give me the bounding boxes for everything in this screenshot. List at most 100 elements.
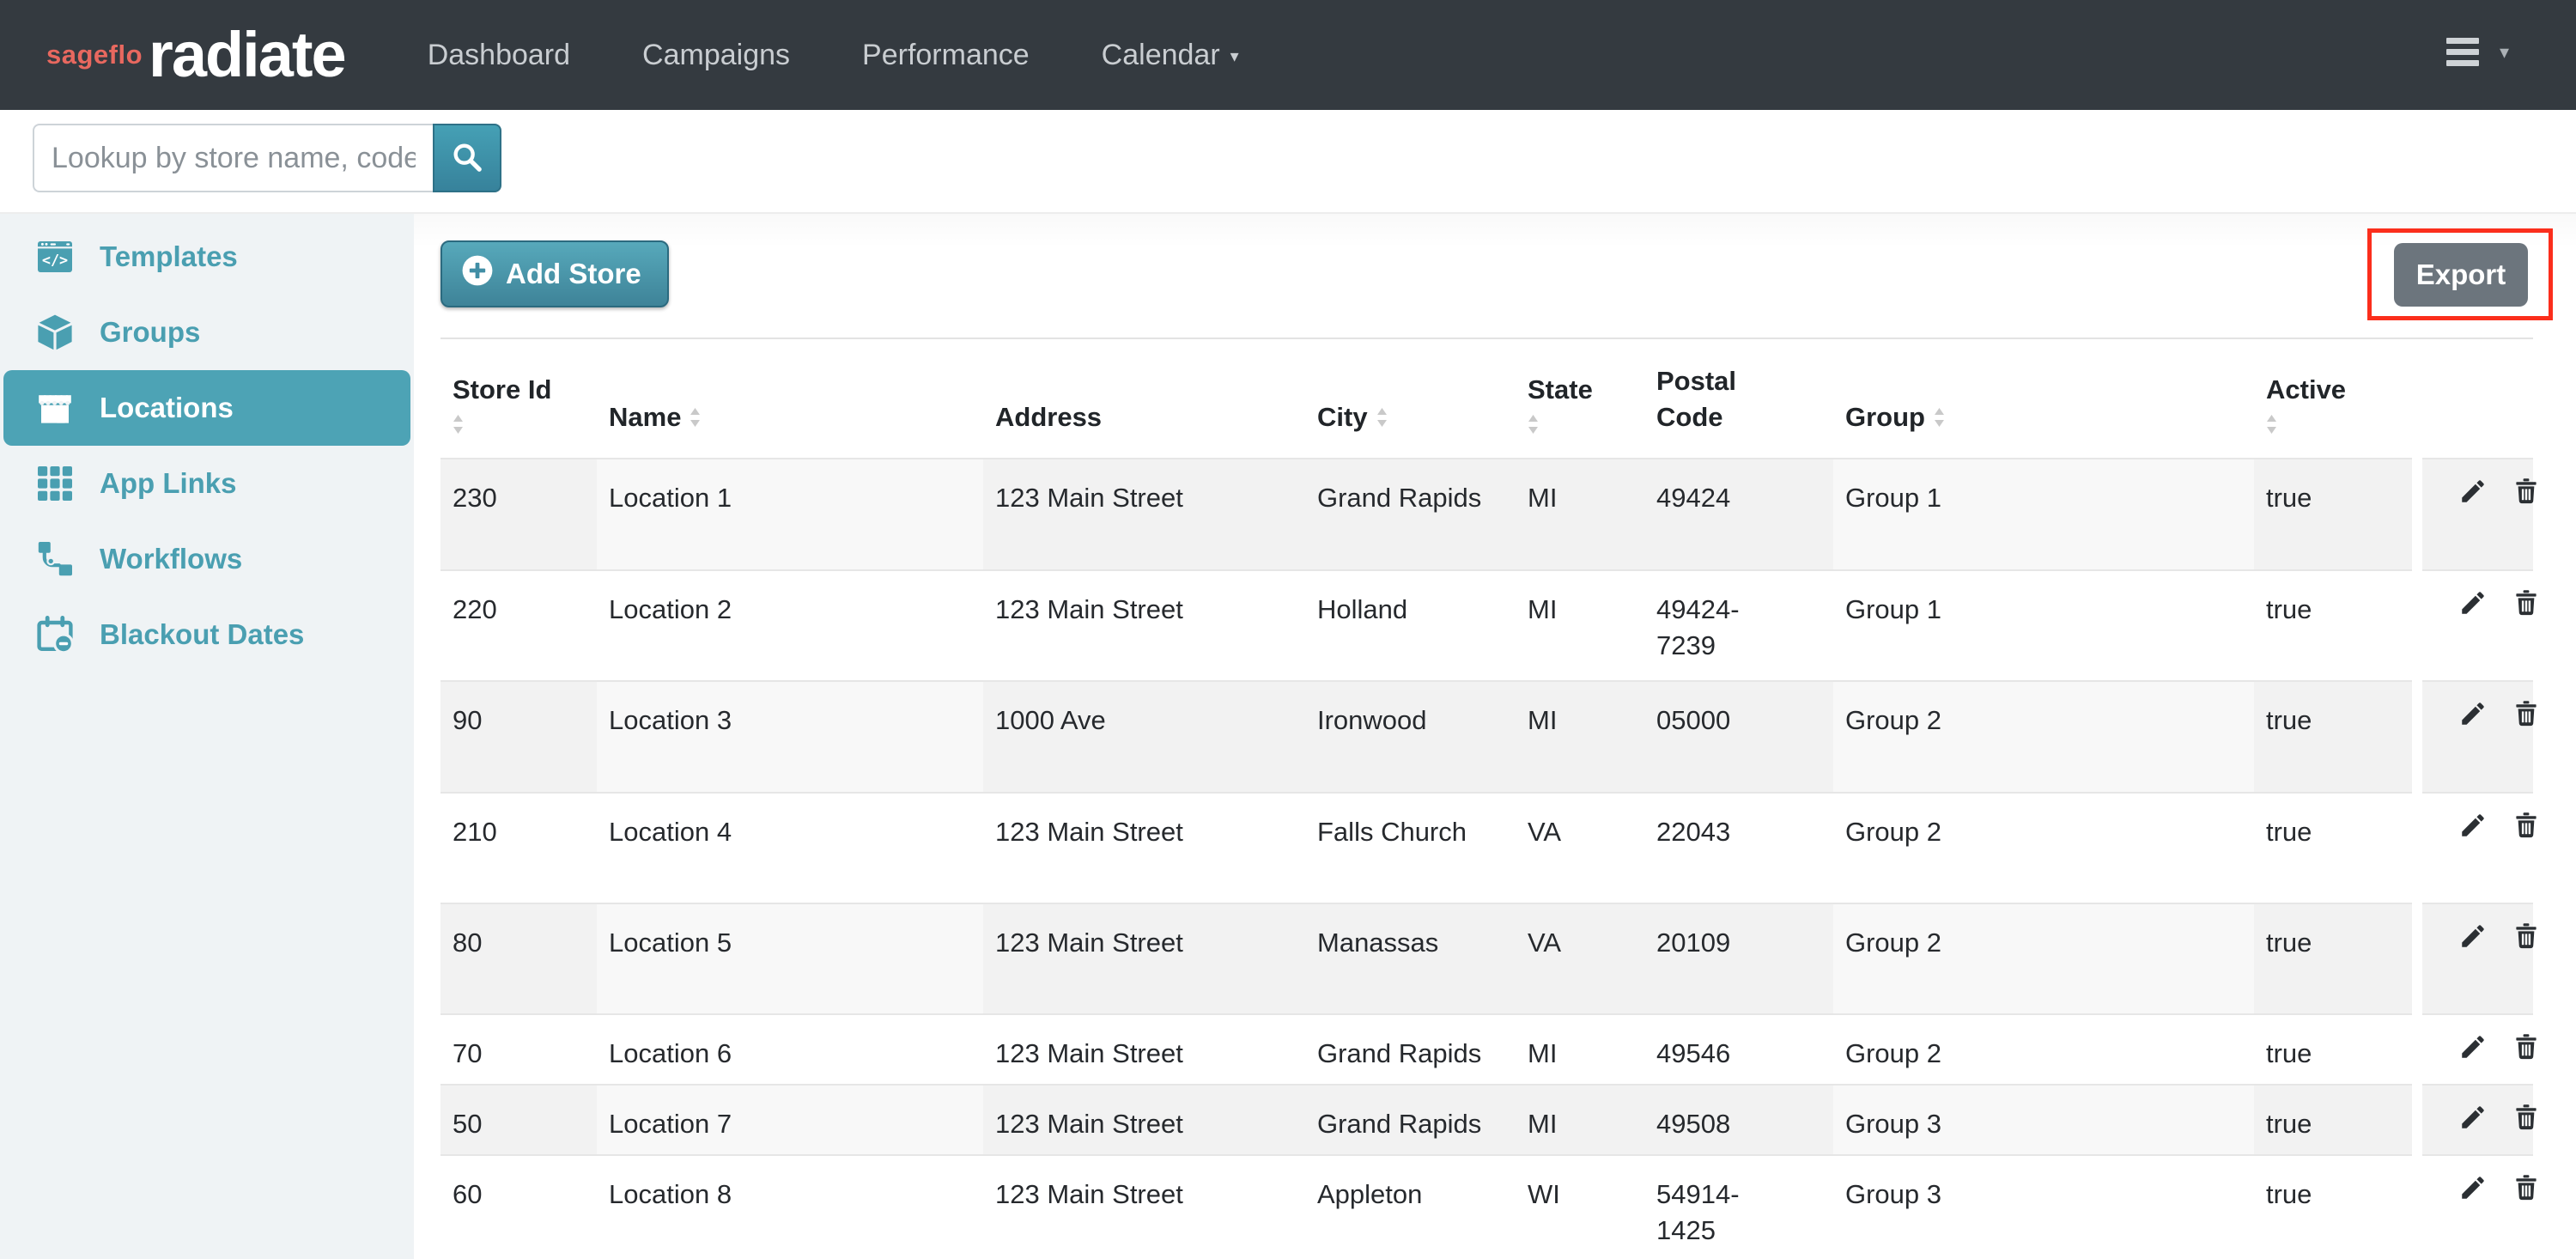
cell-active: true <box>2266 594 2312 624</box>
table-header-row: Store Id Name Address City State Postal Code G… <box>440 338 2533 459</box>
delete-button[interactable] <box>2512 1032 2541 1061</box>
nav-item-performance[interactable]: Performance <box>862 38 1030 71</box>
search-button[interactable] <box>433 124 501 192</box>
nav-item-calendar[interactable]: Calendar ▾ <box>1101 38 1239 71</box>
pencil-icon <box>2458 1103 2488 1132</box>
delete-button[interactable] <box>2512 1103 2541 1132</box>
cell-state: VA <box>1528 928 1562 958</box>
edit-button[interactable] <box>2458 1103 2488 1132</box>
export-button[interactable]: Export <box>2394 243 2528 307</box>
cell-actions <box>2412 1155 2537 1259</box>
sidebar-item-blackout-dates[interactable]: Blackout Dates <box>3 597 410 672</box>
cell-postal: 22043 <box>1656 817 1731 847</box>
cell-name: Location 8 <box>609 1179 732 1209</box>
cell-address: 123 Main Street <box>995 483 1183 513</box>
pencil-icon <box>2458 811 2488 840</box>
store-lookup-input[interactable] <box>33 124 433 192</box>
sidebar-item-app-links[interactable]: App Links <box>3 446 410 521</box>
add-store-button[interactable]: Add Store <box>440 240 669 307</box>
trash-icon <box>2512 477 2541 506</box>
edit-button[interactable] <box>2458 588 2488 617</box>
export-highlight-annotation <box>2367 228 2553 320</box>
table-row: 70 Location 6 123 Main Street Grand Rapids M… <box>440 1014 2537 1085</box>
menu-toggle-button[interactable]: ▾ <box>2445 33 2509 71</box>
edit-button[interactable] <box>2458 1032 2488 1061</box>
cell-actions <box>2412 681 2537 793</box>
cell-group: Group 2 <box>1833 903 2254 1014</box>
cell-address: 1000 Ave <box>995 705 1106 735</box>
cell-state: MI <box>1528 1038 1558 1068</box>
app-logo[interactable]: sageflo radiate <box>46 19 347 91</box>
column-header-actions <box>2417 338 2533 459</box>
edit-button[interactable] <box>2458 1173 2488 1202</box>
nav-item-dashboard[interactable]: Dashboard <box>427 38 571 71</box>
delete-button[interactable] <box>2512 699 2541 728</box>
cell-state: WI <box>1528 1179 1560 1209</box>
column-header-group[interactable]: Group <box>1833 338 2254 459</box>
caret-down-icon: ▾ <box>1230 46 1239 66</box>
edit-button[interactable] <box>2458 921 2488 951</box>
cell-city: Grand Rapids <box>1317 483 1482 513</box>
cell-city: Holland <box>1317 594 1408 624</box>
cell-actions <box>2412 1014 2537 1085</box>
cell-store-id: 80 <box>453 928 483 958</box>
column-header-city[interactable]: City <box>1305 338 1516 459</box>
table-row: 60 Location 8 123 Main Street Appleton WI 549… <box>440 1155 2537 1259</box>
sort-arrows-icon <box>453 413 585 435</box>
app-links-icon <box>34 463 76 504</box>
cell-name: Location 2 <box>609 594 732 624</box>
sidebar-item-workflows[interactable]: Workflows <box>3 521 410 597</box>
cell-group: Group 3 <box>1833 1085 2254 1155</box>
cell-address: 123 Main Street <box>995 1179 1183 1209</box>
table-row: 230 Location 1 123 Main Street Grand Rapids… <box>440 459 2537 570</box>
column-label: Address <box>995 402 1103 432</box>
delete-button[interactable] <box>2512 811 2541 840</box>
sort-arrows-icon <box>1934 399 1945 435</box>
edit-button[interactable] <box>2458 477 2488 506</box>
edit-button[interactable] <box>2458 699 2488 728</box>
edit-button[interactable] <box>2458 811 2488 840</box>
delete-button[interactable] <box>2512 477 2541 506</box>
cell-address: 123 Main Street <box>995 594 1183 624</box>
column-header-state[interactable]: State <box>1516 338 1644 459</box>
cell-store-id: 90 <box>453 705 483 735</box>
cell-active: true <box>2266 817 2312 847</box>
logo-text: radiate <box>149 19 347 91</box>
sidebar-item-locations[interactable]: Locations <box>3 370 410 446</box>
delete-button[interactable] <box>2512 1173 2541 1202</box>
svg-text:</>: </> <box>42 252 68 269</box>
top-navbar: sageflo radiate Dashboard Campaigns Perfor… <box>0 0 2576 110</box>
sidebar-item-groups[interactable]: Groups <box>3 295 410 370</box>
cell-active: true <box>2266 483 2312 513</box>
delete-button[interactable] <box>2512 588 2541 617</box>
cell-state: VA <box>1528 817 1562 847</box>
cell-postal: 49546 <box>1656 1038 1731 1068</box>
sidebar-item-templates[interactable]: </> Templates <box>3 219 410 295</box>
sidebar-item-label: Workflows <box>100 543 243 575</box>
cell-group: Group 1 <box>1845 594 1942 624</box>
trash-icon <box>2512 1032 2541 1061</box>
cell-actions <box>2412 570 2537 681</box>
nav-item-campaigns[interactable]: Campaigns <box>642 38 791 71</box>
column-label: Postal Code <box>1656 366 1737 432</box>
column-header-name[interactable]: Name <box>597 338 983 459</box>
locations-table-wrap: Store Id Name Address City State Postal Code G… <box>440 338 2537 1259</box>
cell-state: MI <box>1528 1109 1558 1139</box>
cell-name: Location 6 <box>609 1038 732 1068</box>
column-header-active[interactable]: Active <box>2254 338 2417 459</box>
cell-state: MI <box>1528 705 1558 735</box>
workflows-icon <box>34 538 76 580</box>
table-row: 210 Location 4 123 Main Street Falls Church… <box>440 793 2537 903</box>
column-label: Group <box>1845 399 2242 435</box>
cell-store-id: 60 <box>453 1179 483 1209</box>
column-header-postal-code: Postal Code <box>1644 338 1833 459</box>
delete-button[interactable] <box>2512 921 2541 951</box>
cell-name: Location 4 <box>609 817 732 847</box>
main-nav: Dashboard Campaigns Performance Calendar ▾ <box>428 39 1239 72</box>
column-label: City <box>1317 399 1504 435</box>
column-header-address: Address <box>983 338 1305 459</box>
cell-active: true <box>2266 1038 2312 1068</box>
column-header-store-id[interactable]: Store Id <box>440 338 597 459</box>
cell-city: Grand Rapids <box>1317 1038 1482 1068</box>
